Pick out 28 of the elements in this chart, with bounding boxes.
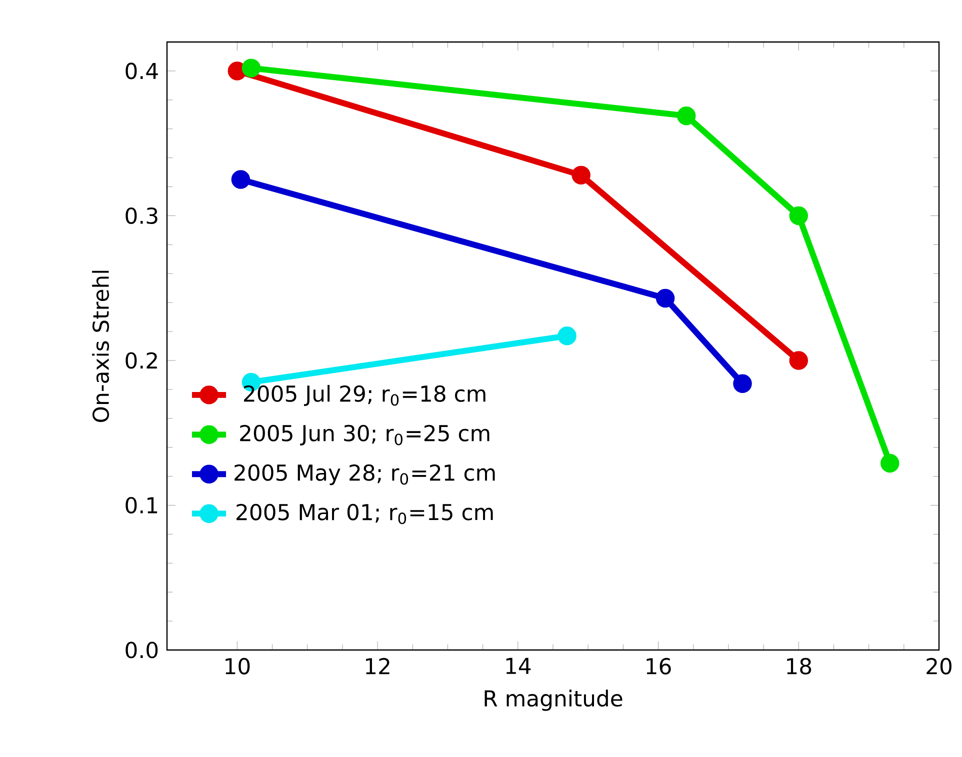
legend-label: 2005 Jul 29; r$_{0}$=18 cm <box>244 384 486 406</box>
x-tick-label: 12 <box>366 658 390 674</box>
point <box>676 106 696 126</box>
legend-label: 2005 Jun 30; r$_{0}$=25 cm <box>240 424 490 446</box>
y-tick-label: 0.4 <box>126 62 158 80</box>
x-tick-label: 18 <box>787 658 812 674</box>
point <box>733 374 752 394</box>
point <box>228 62 247 80</box>
point <box>880 454 900 473</box>
y-tick-label: 0.1 <box>126 496 158 514</box>
point <box>242 58 261 78</box>
y-tick-label: 0.2 <box>126 352 157 369</box>
legend-label: 2005 Mar 01; r$_{0}$=15 cm <box>236 504 493 524</box>
y-axis-title: On-axis Strehl <box>92 270 110 422</box>
y-tick-label: 0.3 <box>126 207 158 224</box>
point <box>558 326 576 346</box>
point <box>789 351 808 370</box>
legend-label: 2005 May 28; r$_{0}$=21 cm <box>234 464 495 486</box>
y-tick-label: 0.0 <box>126 642 158 658</box>
point <box>789 206 808 226</box>
point <box>656 288 675 308</box>
point <box>572 166 590 185</box>
x-tick-label: 10 <box>226 658 250 674</box>
x-tick-label: 16 <box>646 658 671 674</box>
x-tick-label: 14 <box>506 658 531 674</box>
point <box>231 170 250 189</box>
x-axis-title: R magnitude <box>484 690 622 711</box>
x-tick-label: 20 <box>926 658 952 674</box>
